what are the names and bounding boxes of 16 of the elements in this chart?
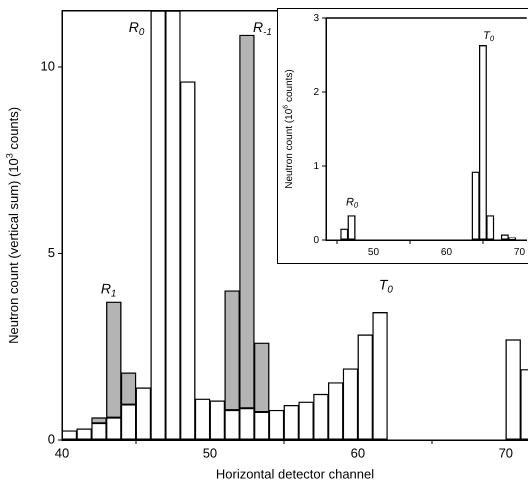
- x-tick-label: 60: [440, 246, 452, 258]
- y-tick-label: 2: [313, 86, 320, 98]
- x-tick-label: 50: [368, 246, 380, 258]
- y-axis-title: Neutron count (vertical sum) (103 counts): [4, 106, 21, 344]
- y-tick-label: 0: [313, 234, 320, 246]
- y-tick-label: 1: [313, 160, 320, 172]
- x-tick-label: 40: [54, 445, 70, 460]
- x-axis-title: Horizontal detector channel: [216, 466, 374, 482]
- y-tick-label: 0: [48, 432, 55, 447]
- x-tick-label: 60: [350, 445, 366, 460]
- y-tick-label: 10: [40, 58, 55, 74]
- x-tick-label: 70: [498, 445, 514, 460]
- x-tick-label: 70: [514, 246, 526, 258]
- y-tick-label: 3: [313, 12, 320, 24]
- y-tick-label: 5: [48, 244, 55, 260]
- x-tick-label: 50: [202, 445, 218, 460]
